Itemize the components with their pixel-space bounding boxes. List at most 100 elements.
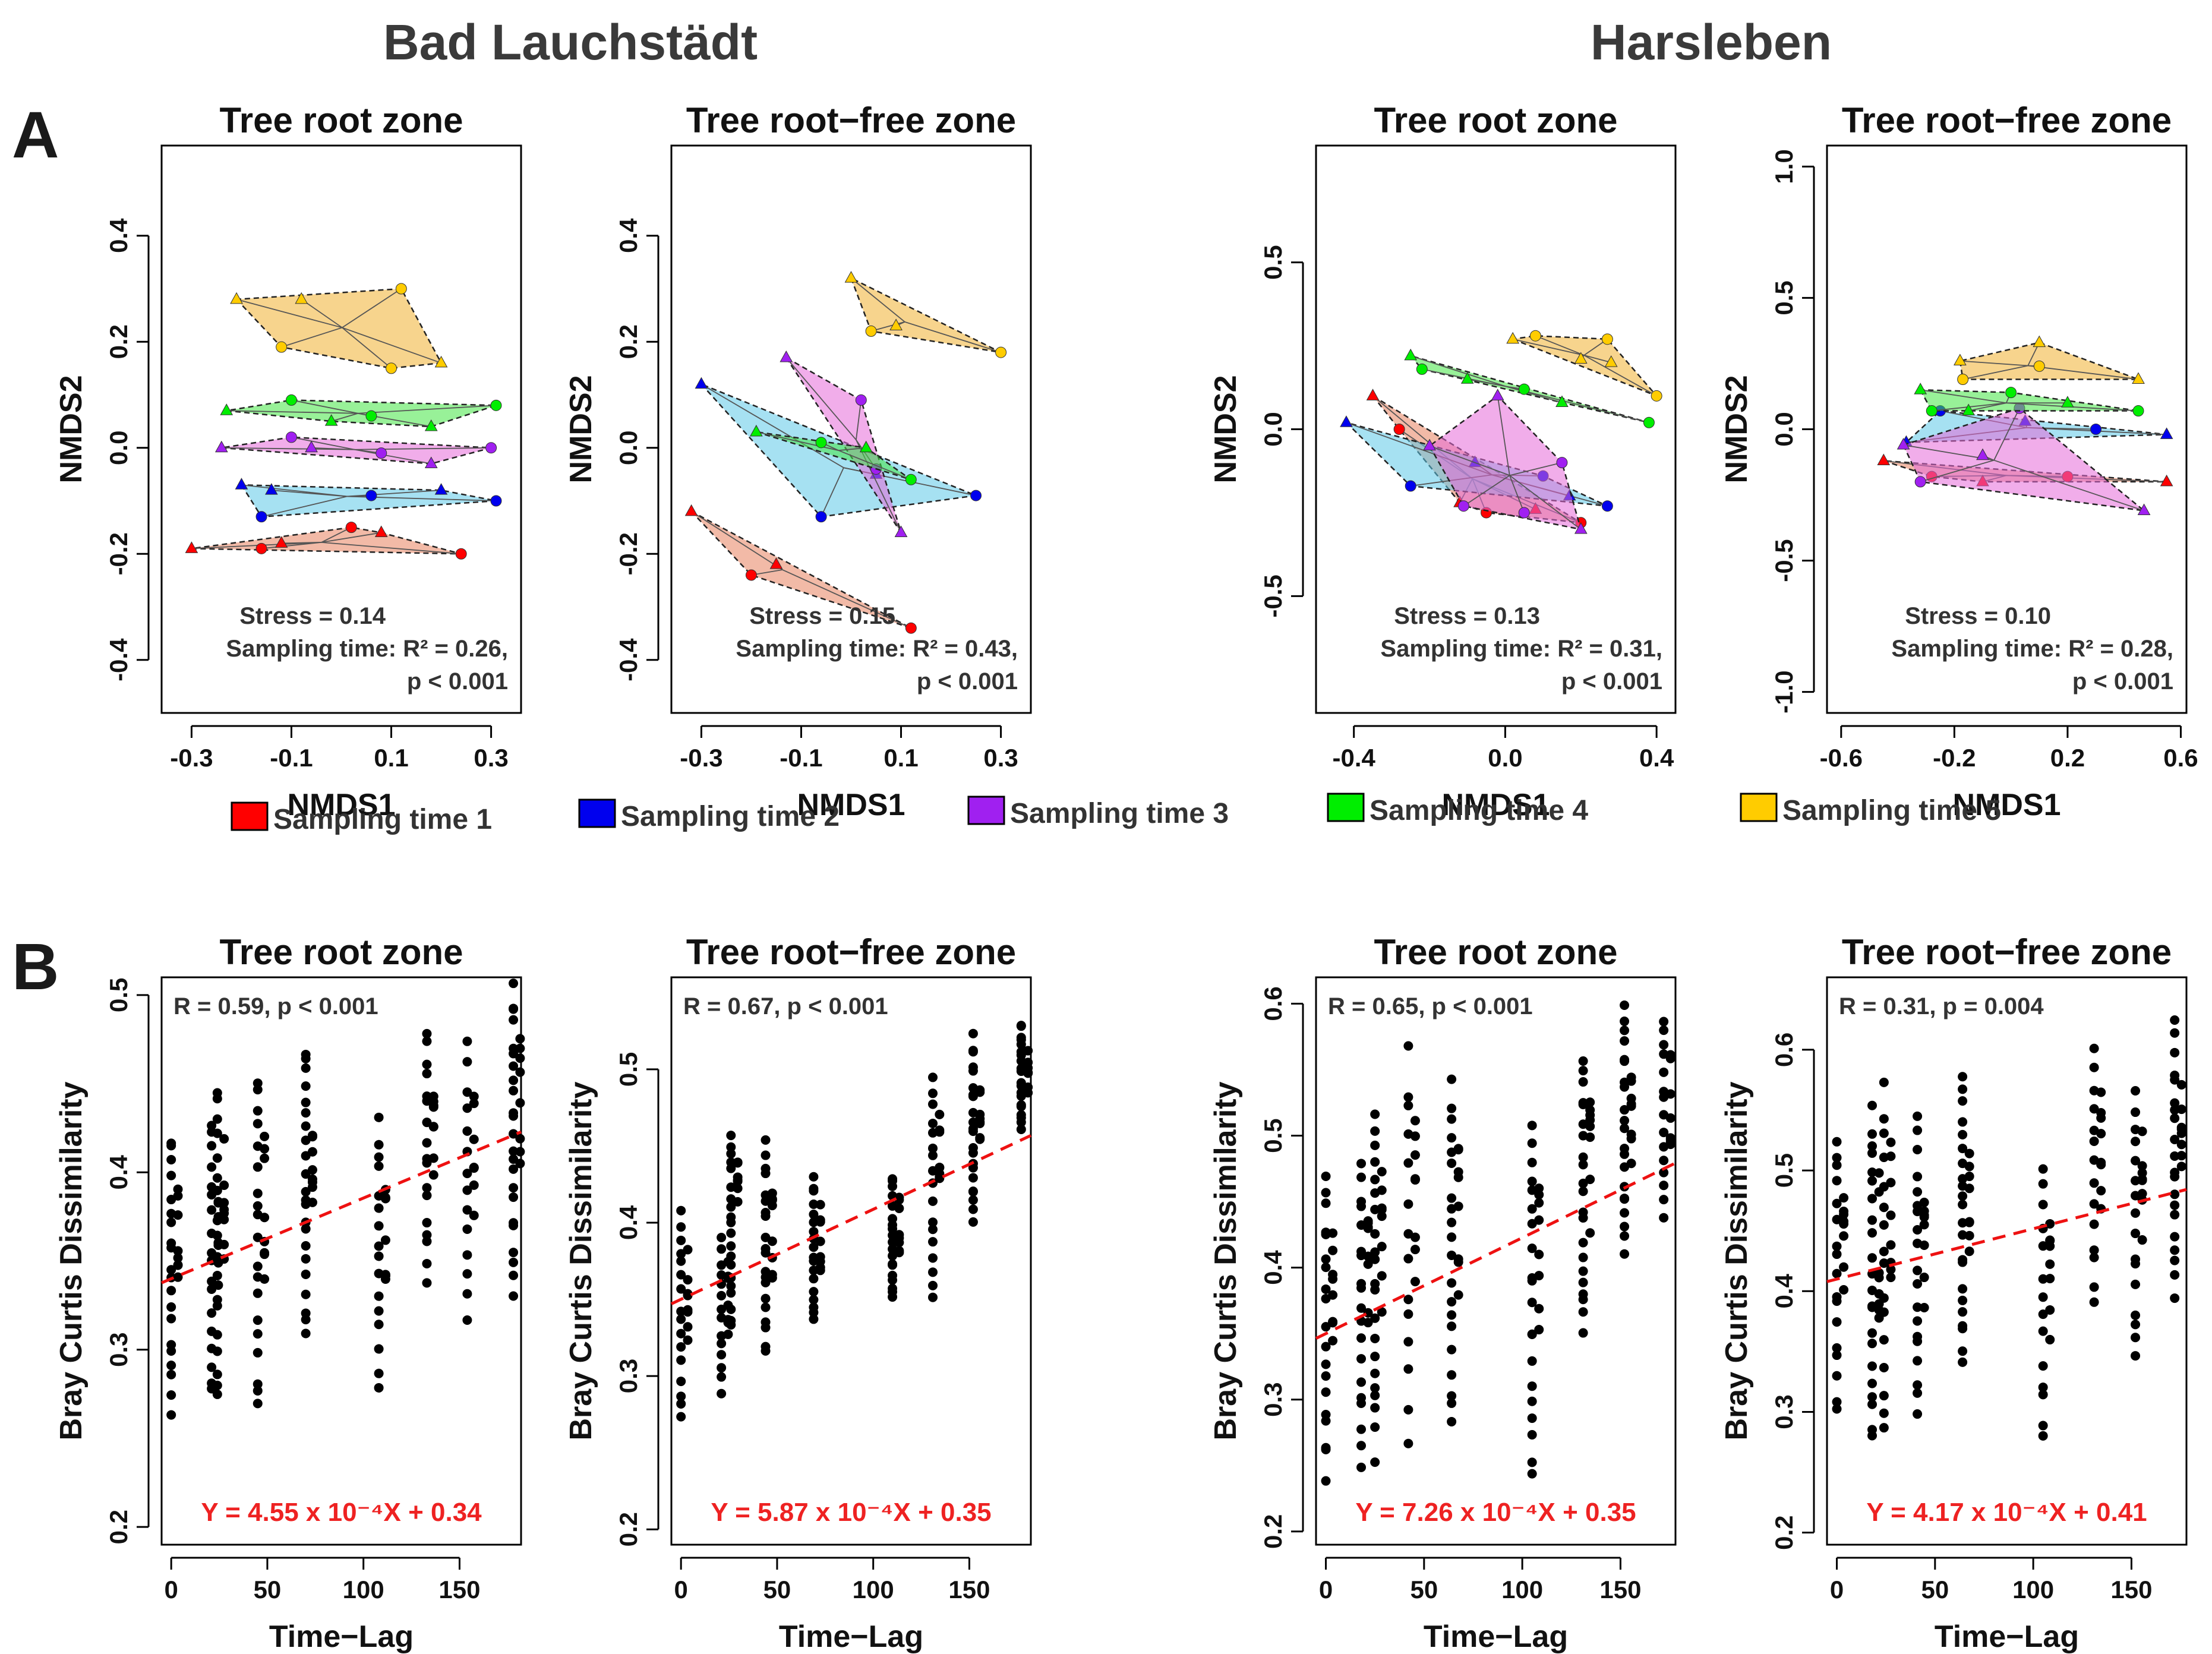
dissimilarity-point — [1321, 1188, 1331, 1198]
sample-point — [780, 350, 793, 362]
dissimilarity-point — [2096, 1160, 2106, 1170]
dissimilarity-point — [212, 1230, 222, 1240]
dissimilarity-point — [1447, 1103, 1457, 1113]
dissimilarity-point — [1527, 1469, 1537, 1479]
dissimilarity-point — [1321, 1341, 1331, 1352]
dissimilarity-point — [1016, 1110, 1026, 1120]
dissimilarity-point — [717, 1244, 727, 1254]
dissimilarity-point — [1620, 1249, 1630, 1259]
dissimilarity-point — [1913, 1356, 1923, 1366]
dissimilarity-point — [2038, 1382, 2048, 1393]
dissimilarity-point — [935, 1169, 945, 1179]
dissimilarity-point — [1958, 1200, 1968, 1210]
dissimilarity-point — [761, 1293, 771, 1303]
dissimilarity-point — [1534, 1271, 1544, 1281]
dissimilarity-point — [1867, 1100, 1877, 1110]
spider-line — [1583, 355, 1657, 397]
dissimilarity-point — [894, 1203, 904, 1213]
y-tick-label: 0.5 — [105, 978, 132, 1012]
dissimilarity-point — [1377, 1167, 1387, 1177]
sample-point — [485, 442, 497, 454]
y-axis-title: Bray Curtis Dissimilarity — [564, 1081, 598, 1440]
sample-point — [1518, 507, 1530, 519]
y-tick-label: 0.0 — [614, 431, 642, 465]
dissimilarity-point — [301, 1241, 311, 1251]
dissimilarity-point — [212, 1389, 222, 1399]
sample-point — [274, 536, 288, 548]
dissimilarity-point — [1659, 1213, 1669, 1223]
dissimilarity-point — [1958, 1357, 1968, 1367]
y-tick-label: 0.5 — [1259, 1118, 1287, 1153]
panel-B1: Tree root zone 0 50 100 150 Time−Lag 0.2 0.3 0.4… — [54, 932, 525, 1654]
x-tick-label: 0.6 — [2163, 744, 2198, 772]
y-tick-label: -0.5 — [1770, 539, 1798, 582]
dissimilarity-point — [1867, 1228, 1877, 1238]
plot-frame — [670, 144, 1032, 714]
dissimilarity-point — [761, 1150, 771, 1160]
dissimilarity-point — [975, 1109, 985, 1119]
y-tick-label: 0.2 — [1259, 1514, 1287, 1549]
dissimilarity-point — [374, 1241, 384, 1251]
dissimilarity-point — [968, 1204, 978, 1214]
x-tick-label: 100 — [343, 1576, 384, 1604]
dissimilarity-point — [1578, 1328, 1588, 1338]
panel-title: Tree root−free zone — [686, 932, 1016, 972]
x-axis-title: NMDS1 — [797, 788, 905, 822]
dissimilarity-point — [301, 1289, 311, 1299]
spider-line — [301, 299, 343, 329]
dissimilarity-point — [1867, 1425, 1877, 1435]
dissimilarity-point — [1919, 1303, 1929, 1313]
dissimilarity-point — [2131, 1279, 2141, 1289]
legend-label-5: Sampling time 5 — [1782, 795, 2001, 826]
dissimilarity-point — [307, 1197, 317, 1207]
spider-line — [261, 542, 321, 550]
x-axis-title: NMDS1 — [287, 788, 395, 822]
dissimilarity-point — [676, 1412, 686, 1422]
dissimilarity-point — [219, 1180, 229, 1190]
dissimilarity-point — [975, 1085, 985, 1095]
dissimilarity-point — [1620, 1116, 1630, 1126]
dissimilarity-point — [717, 1290, 727, 1301]
sample-point — [2005, 387, 2017, 399]
dissimilarity-point — [166, 1265, 176, 1275]
dissimilarity-point — [253, 1379, 263, 1389]
y-tick-label: -0.5 — [1259, 575, 1287, 617]
sample-point — [2160, 427, 2173, 439]
dissimilarity-point — [676, 1399, 686, 1409]
sample-point — [2160, 474, 2173, 487]
dissimilarity-point — [422, 1091, 432, 1101]
dissimilarity-point — [374, 1112, 384, 1122]
spider-line — [1512, 338, 1585, 356]
dissimilarity-point — [683, 1322, 693, 1332]
dissimilarity-point — [1832, 1350, 1842, 1361]
dissimilarity-point — [723, 1329, 733, 1339]
dissimilarity-point — [166, 1286, 176, 1296]
dissimilarity-point — [1659, 1067, 1669, 1077]
dissimilarity-point — [1874, 1168, 1884, 1178]
dissimilarity-point — [676, 1205, 686, 1216]
dissimilarity-point — [1958, 1084, 1968, 1094]
panel-B2: Tree root−free zone 0 50 100 150 Time−Lag 0.2 0… — [564, 932, 1033, 1654]
dissimilarity-point — [374, 1306, 384, 1316]
dissimilarity-point — [212, 1330, 222, 1340]
dissimilarity-point — [212, 1173, 222, 1183]
dissimilarity-point — [1321, 1442, 1331, 1453]
dissimilarity-point — [1321, 1171, 1331, 1181]
dissimilarity-point — [1832, 1317, 1842, 1327]
dissimilarity-point — [509, 1015, 519, 1025]
dissimilarity-point — [1659, 1049, 1669, 1059]
dissimilarity-point — [1879, 1114, 1889, 1124]
dissimilarity-point — [894, 1192, 904, 1202]
dissimilarity-point — [1447, 1074, 1457, 1084]
x-tick-label: -0.2 — [1933, 744, 1976, 772]
dissimilarity-point — [1832, 1176, 1842, 1186]
legend-label-4: Sampling time 4 — [1370, 795, 1588, 826]
dissimilarity-point — [726, 1304, 736, 1314]
x-tick-label: 50 — [1921, 1576, 1949, 1604]
dissimilarity-point — [1527, 1204, 1537, 1214]
dissimilarity-point — [1958, 1321, 1968, 1331]
sample-point — [285, 431, 297, 443]
spider-line — [347, 490, 441, 497]
dissimilarity-point — [1879, 1182, 1889, 1192]
spider-line — [291, 437, 355, 450]
